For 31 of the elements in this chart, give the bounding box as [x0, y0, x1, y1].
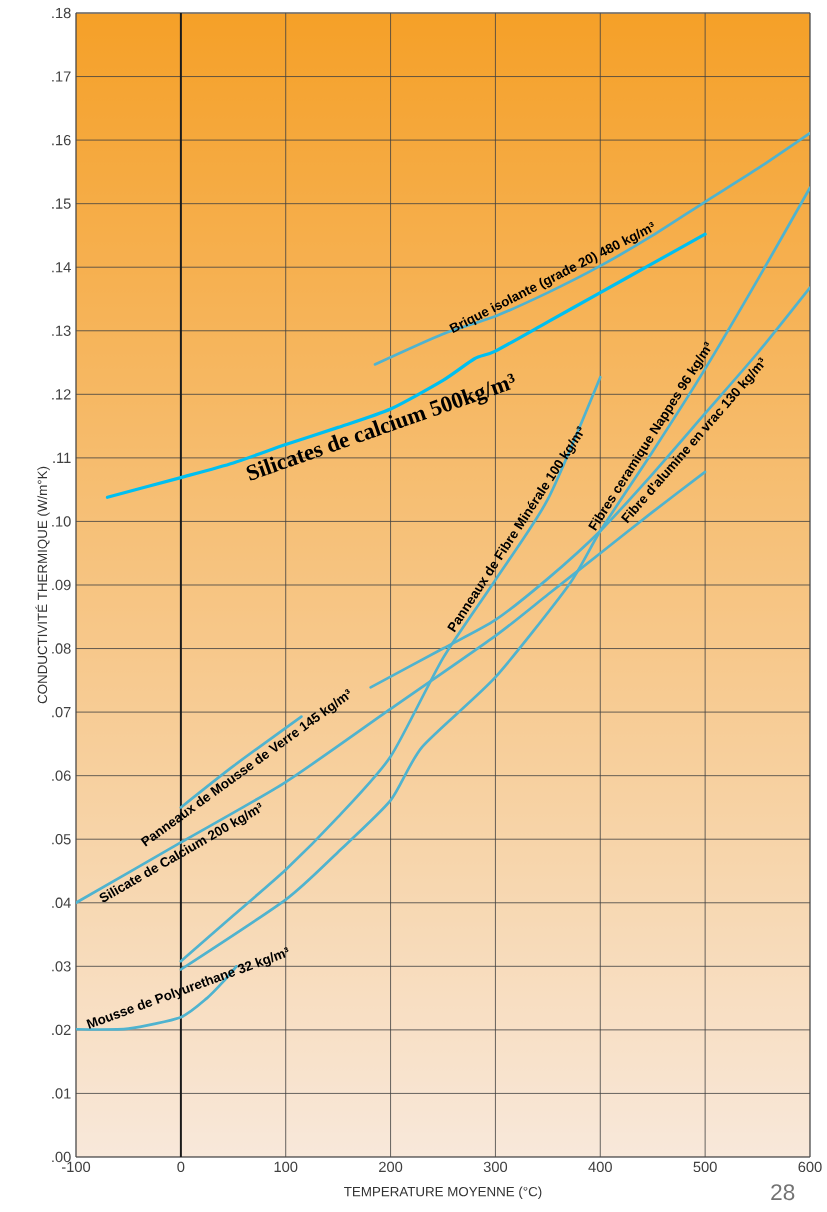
y-tick-label: .07	[52, 706, 71, 718]
y-tick-label: .11	[53, 452, 71, 463]
y-axis-title: CONDUCTIVITÉ THERMIQUE (W/m°K)	[35, 466, 50, 704]
y-tick-label: .00	[52, 1151, 71, 1163]
y-tick-label: .12	[52, 389, 71, 400]
y-tick-label: .15	[52, 198, 71, 209]
y-tick-label: .16	[52, 134, 71, 146]
x-tick-label: 600	[798, 1161, 822, 1173]
line-series	[76, 964, 238, 1031]
y-tick-label: .06	[52, 770, 71, 781]
x-tick-label: 200	[379, 1161, 403, 1173]
y-tick-label: .01	[52, 1088, 71, 1099]
y-tick-label: .14	[52, 262, 71, 273]
y-tick-label: .17	[52, 71, 71, 82]
y-tick-label: .08	[52, 643, 71, 654]
x-tick-label: -100	[61, 1161, 91, 1173]
y-tick-label: .18	[52, 7, 71, 19]
y-tick-label: .03	[52, 961, 71, 972]
x-axis-title: TEMPERATURE MOYENNE (°C)	[344, 1186, 542, 1199]
text: 28	[771, 1184, 795, 1201]
y-tick-label: .13	[52, 325, 71, 336]
y-tick-label: .10	[52, 516, 71, 527]
x-tick-label: 100	[274, 1161, 298, 1173]
x-tick-label: 0	[177, 1161, 185, 1173]
x-tick-label: 500	[693, 1161, 717, 1173]
y-tick-label: .04	[52, 897, 71, 908]
x-tick-label: 300	[483, 1161, 508, 1173]
y-tick-label: .09	[52, 579, 71, 591]
x-tick-label: 400	[588, 1161, 612, 1173]
y-tick-label: .02	[52, 1024, 71, 1036]
y-tick-label: .05	[52, 834, 71, 845]
